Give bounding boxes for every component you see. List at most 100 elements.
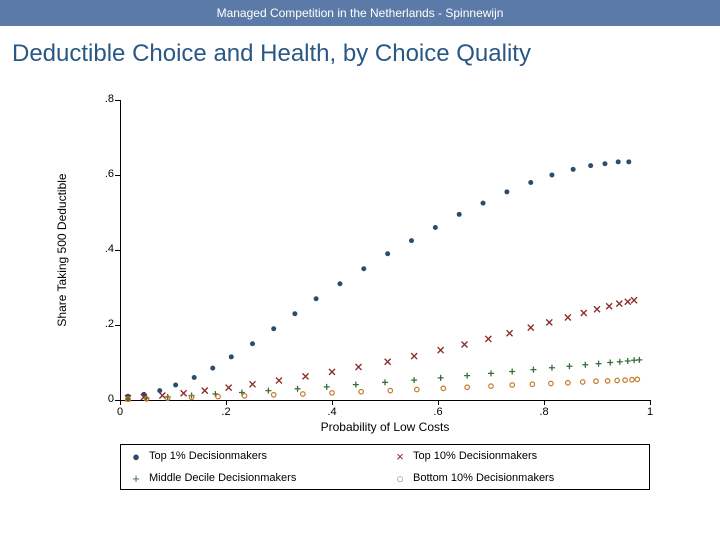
- data-point: [361, 266, 366, 271]
- data-point: [388, 388, 393, 393]
- legend: ● Top 1% Decisionmakers × Top 10% Decisi…: [120, 444, 650, 490]
- data-point: [295, 386, 301, 392]
- data-point: [457, 212, 462, 217]
- data-point: [549, 365, 555, 371]
- legend-label: Top 10% Decisionmakers: [413, 450, 537, 462]
- ytick-mark: [115, 250, 120, 251]
- x-axis-label: Probability of Low Costs: [321, 420, 450, 434]
- data-point: [181, 390, 187, 396]
- data-point: [528, 325, 534, 331]
- data-point: [630, 378, 635, 383]
- data-point: [606, 303, 612, 309]
- data-point: [549, 381, 554, 386]
- xtick-mark: [226, 400, 227, 405]
- header-bar: Managed Competition in the Netherlands -…: [0, 0, 720, 26]
- data-point: [216, 394, 221, 399]
- data-point: [173, 383, 178, 388]
- data-point: [409, 238, 414, 243]
- xtick-label: 0: [105, 406, 135, 418]
- data-point: [602, 161, 607, 166]
- data-point: [509, 369, 515, 375]
- data-point: [605, 379, 610, 384]
- data-point: [324, 384, 330, 390]
- data-point: [530, 382, 535, 387]
- data-point: [580, 380, 585, 385]
- data-point: [301, 392, 306, 397]
- data-point: [192, 375, 197, 380]
- legend-item: ● Top 1% Decisionmakers: [121, 445, 385, 467]
- data-point: [625, 299, 631, 305]
- data-point: [631, 357, 637, 363]
- data-point: [226, 385, 232, 391]
- data-point: [250, 341, 255, 346]
- xtick-mark: [650, 400, 651, 405]
- xtick-label: .6: [423, 406, 453, 418]
- data-point: [582, 362, 588, 368]
- legend-item: ○ Bottom 10% Decisionmakers: [385, 467, 649, 489]
- data-point: [415, 387, 420, 392]
- data-point: [314, 296, 319, 301]
- xtick-mark: [438, 400, 439, 405]
- data-point: [276, 378, 282, 384]
- data-point: [549, 173, 554, 178]
- data-point: [356, 364, 362, 370]
- data-point: [594, 379, 599, 384]
- legend-label: Top 1% Decisionmakers: [149, 450, 267, 462]
- data-point: [588, 163, 593, 168]
- data-point: [438, 347, 444, 353]
- data-point: [617, 359, 623, 365]
- data-point: [303, 373, 309, 379]
- data-point: [616, 159, 621, 164]
- data-point: [488, 370, 494, 376]
- chart: Share Taking 500 Deductible Probability …: [72, 100, 662, 490]
- xtick-label: .2: [211, 406, 241, 418]
- data-point: [359, 390, 364, 395]
- data-point: [353, 382, 359, 388]
- data-point: [464, 373, 470, 379]
- ytick-mark: [115, 175, 120, 176]
- data-point: [210, 366, 215, 371]
- ytick-label: .6: [90, 168, 114, 180]
- data-point: [510, 383, 515, 388]
- data-point: [625, 358, 631, 364]
- filled-circle-icon: ●: [129, 449, 143, 463]
- ytick-label: .8: [90, 93, 114, 105]
- data-point: [202, 388, 208, 394]
- data-point: [635, 377, 640, 382]
- data-point: [489, 384, 494, 389]
- data-point: [239, 390, 245, 396]
- x-axis-line: [120, 400, 650, 401]
- data-point: [411, 353, 417, 359]
- data-point: [636, 357, 642, 363]
- legend-label: Middle Decile Decisionmakers: [149, 472, 296, 484]
- data-point: [546, 319, 552, 325]
- xtick-mark: [544, 400, 545, 405]
- data-point: [265, 388, 271, 394]
- data-point: [330, 391, 335, 396]
- data-point: [462, 342, 468, 348]
- header-text: Managed Competition in the Netherlands -…: [217, 6, 504, 20]
- xtick-label: .4: [317, 406, 347, 418]
- legend-item: × Top 10% Decisionmakers: [385, 445, 649, 467]
- data-point: [623, 378, 628, 383]
- data-point: [337, 281, 342, 286]
- data-point: [159, 393, 165, 399]
- data-point: [626, 159, 631, 164]
- data-point: [507, 330, 513, 336]
- xtick-label: 1: [635, 406, 665, 418]
- data-point: [571, 167, 576, 172]
- data-point: [615, 378, 620, 383]
- ytick-label: .2: [90, 318, 114, 330]
- plus-icon: +: [129, 471, 143, 485]
- page-title: Deductible Choice and Health, by Choice …: [0, 26, 720, 68]
- data-point: [329, 369, 335, 375]
- xtick-mark: [120, 400, 121, 405]
- data-point: [504, 189, 509, 194]
- data-point: [465, 385, 470, 390]
- data-point: [530, 367, 536, 373]
- ytick-label: .4: [90, 243, 114, 255]
- y-axis-label: Share Taking 500 Deductible: [55, 173, 69, 326]
- ytick-label: 0: [90, 393, 114, 405]
- data-point: [485, 336, 491, 342]
- ytick-mark: [115, 325, 120, 326]
